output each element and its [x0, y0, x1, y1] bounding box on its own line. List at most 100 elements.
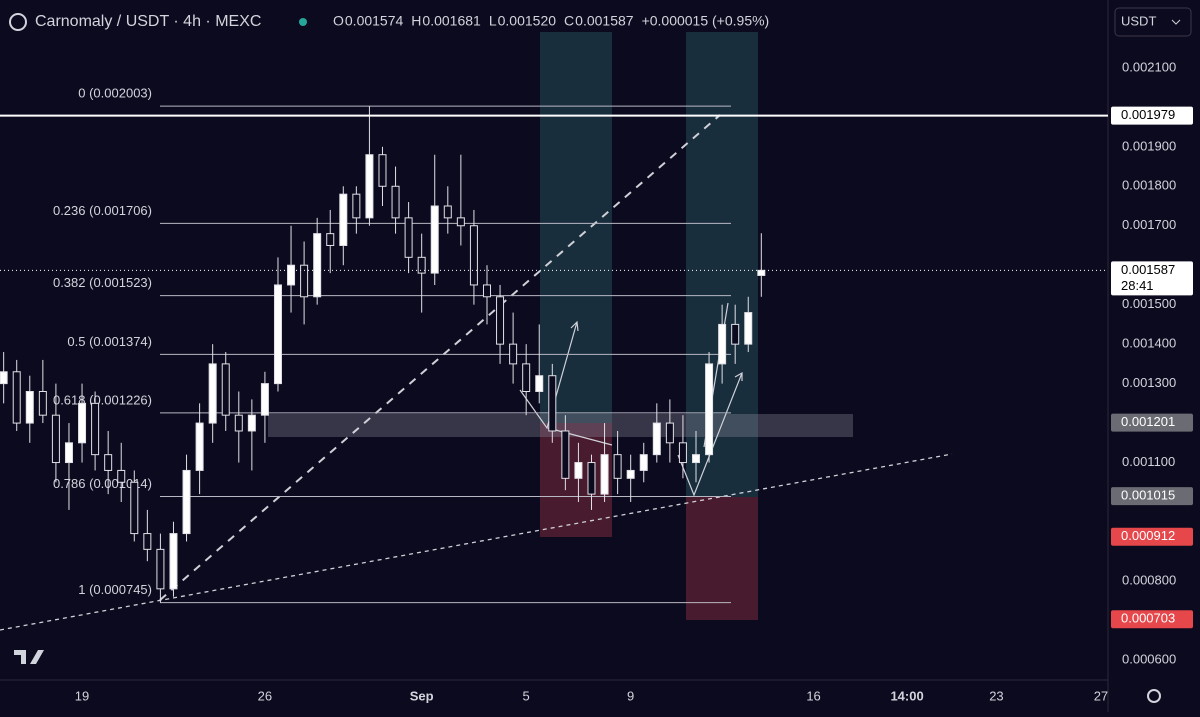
countdown: 28:41	[1121, 278, 1154, 293]
ohlc: O 0.001574 H 0.001681 L 0.001520 C 0.001587 +0.0…	[333, 13, 769, 29]
candle-body	[718, 323, 727, 365]
price-tag	[1111, 487, 1193, 506]
candle-body	[38, 391, 47, 416]
price-tag-label: 0.001015	[1121, 488, 1175, 503]
candle-body	[404, 217, 413, 258]
long-target-zone	[686, 32, 758, 497]
candle-body	[417, 256, 426, 274]
trend-line	[159, 114, 721, 601]
candle-body	[731, 323, 740, 345]
candle-body	[443, 205, 452, 219]
candle-body	[182, 469, 191, 535]
candle-body	[469, 225, 478, 286]
symbol-logo	[9, 13, 27, 31]
ohlc-value: 0.001587	[575, 13, 634, 29]
plot: 0.002100 0.001900 0.001800 0.001700 0.001500…	[0, 59, 1193, 703]
candle-body	[496, 296, 505, 345]
candle-body	[0, 371, 8, 385]
ohlc-label: H	[411, 13, 421, 29]
y-tick-label: 0.000600	[1122, 651, 1176, 666]
candle-body	[260, 383, 269, 416]
candle-body	[130, 481, 139, 535]
candle-body	[456, 217, 465, 227]
fib-label: 0.618 (0.001226)	[53, 392, 152, 407]
dropdown-icon[interactable]	[1171, 19, 1181, 25]
candle-body	[221, 363, 230, 416]
status-dot	[299, 18, 307, 26]
candle-body	[169, 533, 178, 590]
candle-body	[273, 284, 282, 385]
price-tag-label: 0.001587	[1121, 262, 1175, 277]
candle-body	[25, 391, 34, 424]
candle-body	[64, 442, 73, 464]
symbol: Carnomaly / USDT · 4h · MEXC	[35, 13, 261, 30]
ohlc-value: 0.001520	[498, 13, 557, 29]
fib-label: 0 (0.002003)	[78, 86, 152, 101]
candle-body	[678, 442, 687, 464]
y-tick-label: 0.000800	[1122, 572, 1176, 587]
candle-body	[574, 462, 583, 479]
price-tag	[1111, 106, 1193, 125]
candle-body	[561, 430, 570, 479]
y-tick-label: 0.001700	[1122, 217, 1176, 232]
y-tick-label: 0.001300	[1122, 375, 1176, 390]
candle-body	[391, 185, 400, 219]
support-zone	[268, 414, 853, 437]
candle-body	[208, 363, 217, 424]
price-tag	[1111, 527, 1193, 546]
y-tick-label: 0.001900	[1122, 138, 1176, 153]
currency-select[interactable]	[1114, 7, 1192, 37]
candle-body	[482, 284, 491, 298]
price-tag	[1111, 413, 1193, 432]
candle-body	[587, 462, 596, 495]
x-tick-label: 16	[806, 688, 820, 703]
y-tick-label: 0.002100	[1122, 59, 1176, 74]
candle-body	[626, 469, 635, 479]
arrow-head	[570, 320, 579, 332]
ohlc-label: L	[489, 13, 497, 29]
currency[interactable]: USDT	[1121, 13, 1156, 28]
candle-body	[535, 375, 544, 393]
candle-body	[705, 363, 714, 456]
x-tick-label: 19	[75, 688, 89, 703]
candle-body	[352, 193, 361, 219]
candle-body	[613, 454, 622, 479]
candle-body	[757, 269, 766, 276]
candle-body	[51, 414, 60, 464]
candle-body	[522, 363, 531, 393]
price-tag	[1111, 261, 1193, 296]
arrow-head	[734, 371, 743, 381]
candle-body	[339, 193, 348, 246]
candle-body	[430, 205, 439, 274]
candle-body	[287, 264, 296, 286]
candle-body	[12, 371, 21, 424]
x-tick-label: 14:00	[890, 688, 923, 703]
candle-body	[691, 454, 700, 464]
x-tick-label: 23	[989, 688, 1003, 703]
x-tick-label: 26	[258, 688, 272, 703]
candle-body	[639, 454, 648, 471]
y-tick-label: 0.001800	[1122, 178, 1176, 193]
candle-body	[247, 414, 256, 432]
candle-body	[378, 154, 387, 187]
candle-body	[509, 343, 518, 365]
candle-body	[326, 233, 335, 246]
fib-label: 1 (0.000745)	[78, 582, 152, 597]
ohlc-label: C	[564, 13, 574, 29]
price-tag-label: 0.001979	[1121, 107, 1175, 122]
price-tag-label: 0.001201	[1121, 414, 1175, 429]
change: +0.000015 (+0.95%)	[642, 13, 770, 29]
candle-body	[234, 414, 243, 432]
ohlc-value: 0.001681	[422, 13, 481, 29]
candle-body	[104, 454, 113, 471]
fib-label: 0.236 (0.001706)	[53, 203, 152, 218]
ohlc-label: O	[333, 13, 344, 29]
trend-line	[0, 453, 953, 631]
y-tick-label: 0.001400	[1122, 336, 1176, 351]
candle-body	[313, 233, 322, 298]
candle-body	[156, 548, 165, 590]
fib-label: 0.5 (0.001374)	[67, 334, 152, 349]
settings-icon[interactable]	[1147, 689, 1161, 703]
